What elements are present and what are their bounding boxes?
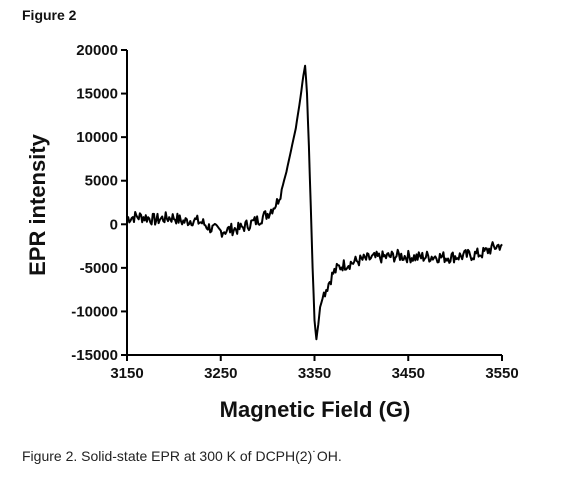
y-tick-label: 15000 — [76, 86, 118, 103]
x-axis-title: Magnetic Field (G) — [220, 397, 411, 422]
y-tick-label: 10000 — [76, 129, 118, 146]
figure-caption: Figure 2. Solid-state EPR at 300 K of DC… — [22, 448, 342, 464]
y-tick-label: 0 — [110, 216, 118, 233]
x-tick-label: 3450 — [392, 365, 425, 382]
x-tick-label: 3550 — [485, 365, 518, 382]
y-tick-label: -15000 — [71, 347, 118, 364]
x-tick-label: 3150 — [110, 365, 143, 382]
figure-label: Figure 2 — [22, 7, 77, 23]
y-tick-label: 20000 — [76, 42, 118, 59]
epr-spectrum-line — [126, 64, 503, 341]
y-axis-title: EPR intensity — [25, 133, 50, 276]
y-tick-label: -5000 — [80, 260, 118, 277]
y-tick-label: 5000 — [85, 173, 118, 190]
y-tick-label: -10000 — [71, 303, 118, 320]
chart-ticks: 3150 3250 3350 3450 3550 20000 15000 10000 5000 0… — [71, 42, 518, 382]
x-tick-label: 3250 — [204, 365, 237, 382]
epr-chart: 3150 3250 3350 3450 3550 20000 15000 10000 5000 0… — [25, 42, 519, 422]
x-tick-label: 3350 — [298, 365, 331, 382]
